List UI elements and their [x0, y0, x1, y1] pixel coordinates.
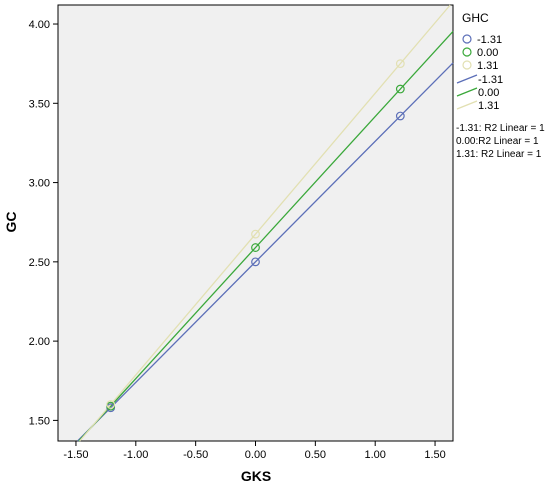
- x-tick-label: -1.00: [123, 449, 148, 461]
- data-point: [395, 111, 405, 121]
- x-tick-label: -0.50: [183, 449, 208, 461]
- y-tick-label: 1.50: [29, 415, 50, 427]
- legend-line: [456, 87, 478, 97]
- y-tick-label: 3.00: [29, 178, 50, 190]
- fit-line: [77, 62, 454, 442]
- x-tick-label: -1.50: [63, 449, 88, 461]
- data-point: [251, 257, 260, 267]
- legend-line-label: 0.00: [478, 87, 499, 99]
- legend-marker: [462, 47, 472, 57]
- legend-marker-label: -1.31: [477, 34, 502, 46]
- fit-line: [79, 4, 451, 442]
- legend-line: [456, 100, 478, 110]
- y-axis-label: GC: [3, 212, 19, 233]
- x-axis-label: GKS: [241, 468, 271, 484]
- legend-line-label: -1.31: [478, 74, 503, 86]
- legend-line: [456, 74, 478, 84]
- data-point: [251, 243, 260, 252]
- data-point: [395, 84, 405, 94]
- fit-line: [78, 30, 454, 442]
- legend-marker-entries: -1.310.001.31: [462, 34, 502, 72]
- y-tick-label: 3.50: [29, 98, 50, 110]
- y-tick-label: 2.00: [29, 336, 50, 348]
- legend-title: GHC: [462, 11, 489, 25]
- legend-marker: [462, 34, 472, 44]
- data-points: [106, 59, 405, 413]
- legend-line-label: 1.31: [478, 100, 499, 112]
- legend-fit-entries: -1.31: R2 Linear = 1 0.00:R2 Linear = 1 1.…: [456, 123, 545, 160]
- x-tick-label: 0.50: [305, 449, 326, 461]
- x-axis-ticks: -1.50 -1.00 -0.50 0.00 0.50 1.00 1.50: [63, 441, 446, 461]
- data-point: [395, 59, 405, 69]
- legend-fit-label: -1.31: R2 Linear = 1: [456, 123, 545, 134]
- y-axis-ticks: 1.50 2.00 2.50 3.00 3.50 4.00: [29, 19, 58, 427]
- data-point: [106, 400, 116, 409]
- x-tick-label: 1.00: [364, 449, 385, 461]
- legend: GHC -1.310.001.31 -1.310.001.31 -1.31: R…: [456, 11, 545, 160]
- legend-marker: [462, 60, 472, 70]
- fit-lines: [77, 4, 454, 442]
- legend-marker-label: 0.00: [477, 47, 498, 59]
- x-tick-label: 1.50: [424, 449, 445, 461]
- plot-area: [57, 4, 454, 442]
- legend-line-entries: -1.310.001.31: [456, 74, 503, 112]
- legend-fit-label: 0.00:R2 Linear = 1: [456, 136, 539, 147]
- legend-marker-label: 1.31: [477, 60, 498, 72]
- legend-fit-label: 1.31: R2 Linear = 1: [456, 149, 542, 160]
- y-tick-label: 2.50: [29, 257, 50, 269]
- x-tick-label: 0.00: [245, 449, 266, 461]
- y-tick-label: 4.00: [29, 19, 50, 31]
- data-point: [251, 229, 260, 239]
